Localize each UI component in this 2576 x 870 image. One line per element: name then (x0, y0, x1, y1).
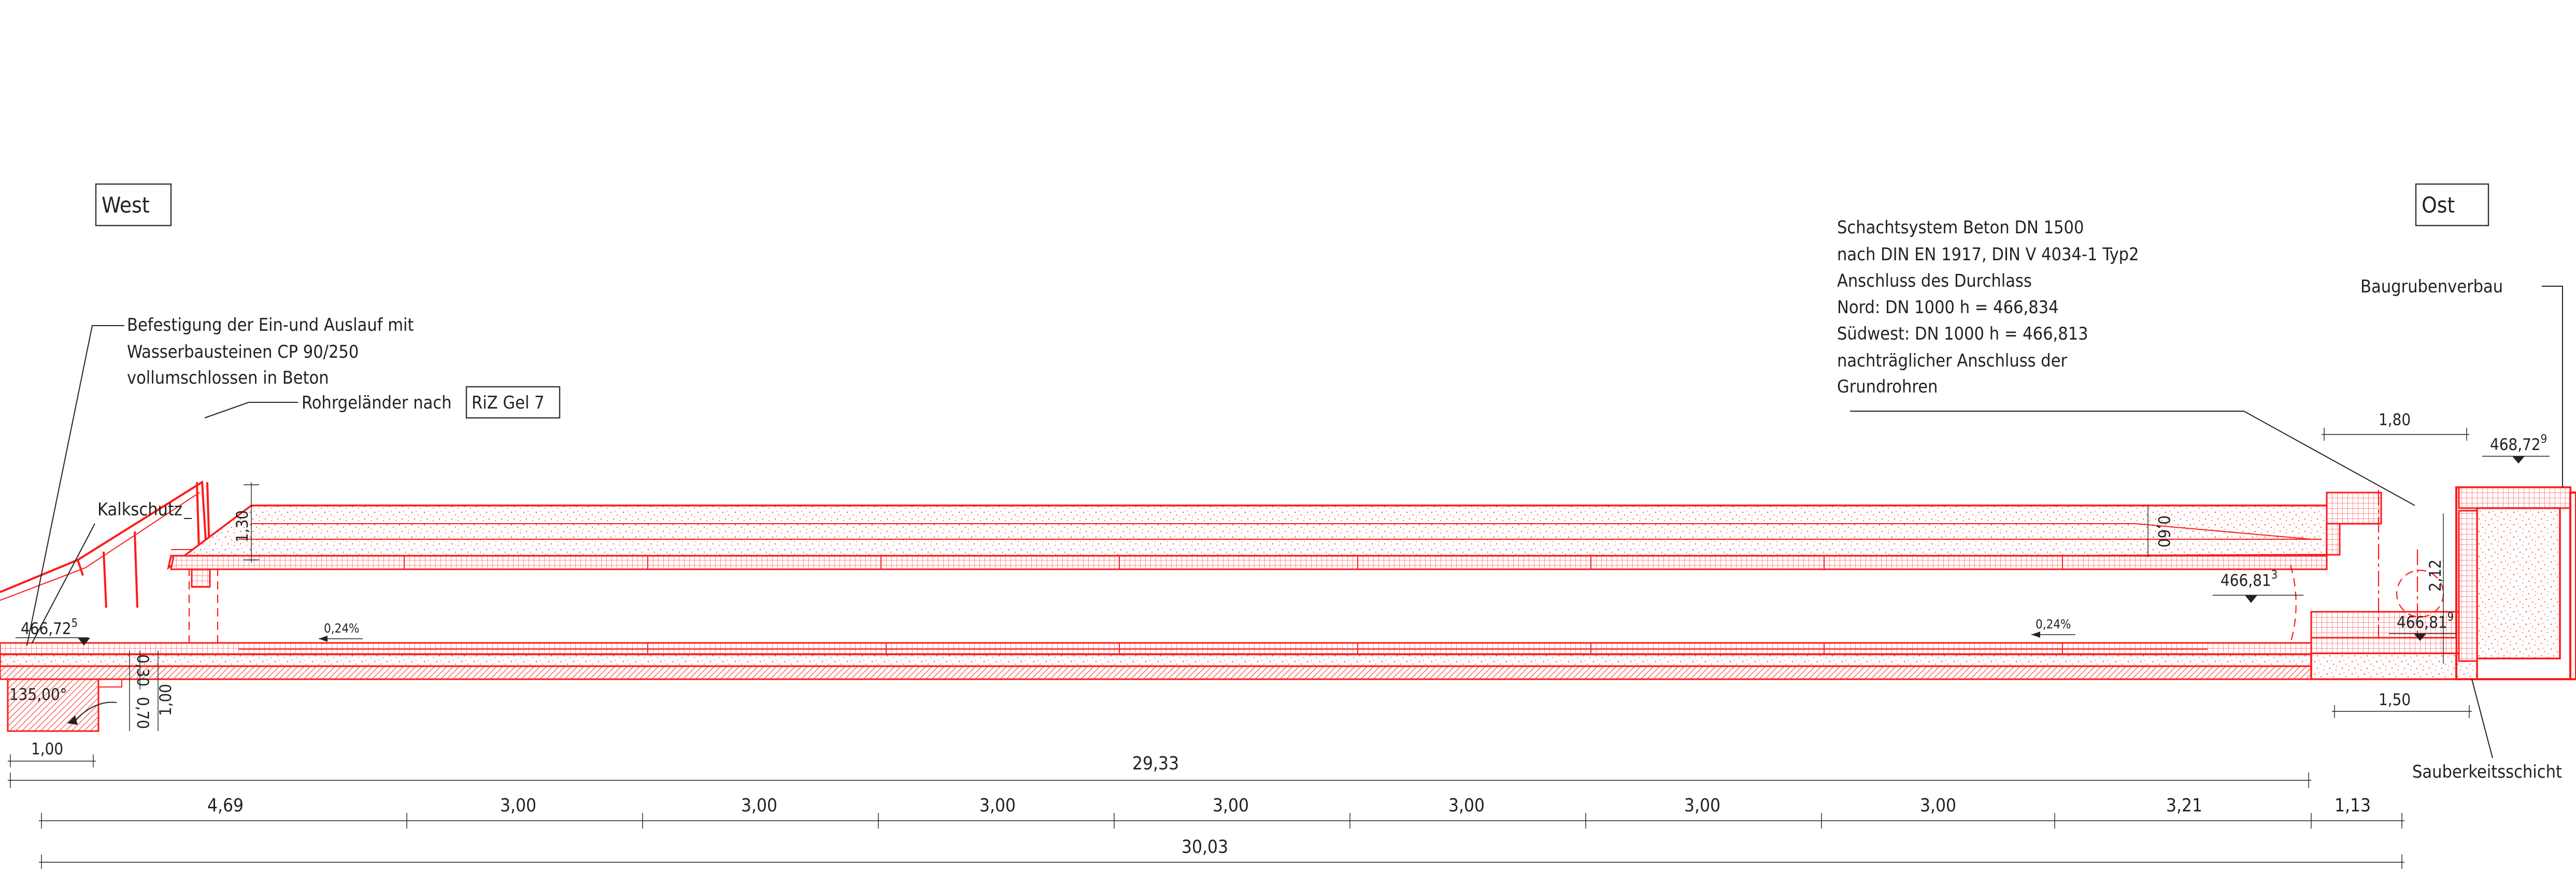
dim-212: 2,12 (2426, 559, 2445, 592)
dim-chain-1: 3,00 (500, 795, 536, 816)
west-label: West (102, 192, 150, 218)
rohrgelaender-label: Rohrgeländer nach (302, 392, 452, 413)
dim-2933: 29,33 (1132, 753, 1179, 774)
dim-chain-8: 3,21 (2166, 795, 2202, 816)
dim-150: 1,50 (2379, 691, 2411, 709)
dim-chain-3: 3,00 (979, 795, 1016, 816)
slope-right-value: 0,24% (2036, 617, 2071, 632)
structure (0, 480, 2576, 732)
sauberkeitsschicht-label: Sauberkeitsschicht (2412, 762, 2562, 782)
dim-030: 0,30 (133, 654, 152, 686)
schacht-line-1: Schachtsystem Beton DN 1500 (1837, 217, 2084, 238)
dim-chain-7: 3,00 (1920, 795, 1956, 816)
title-boxes: West Ost (95, 183, 2489, 227)
dim-chain-4: 3,00 (1213, 795, 1249, 816)
schacht-line-6: nachträglicher Anschluss der (1837, 350, 2068, 371)
baugrubenverbau-label: Baugrubenverbau (2360, 276, 2503, 297)
dim-060: 0,60 (2154, 515, 2173, 548)
dim-chain-9: 1,13 (2335, 795, 2371, 816)
top-slab-bottom (170, 555, 2328, 570)
dim-100h: 1,00 (31, 740, 63, 759)
dimensions: 1,30 0,60 0,30 0,70 1,00 2,12 1,80 1,50 … (8, 411, 2472, 869)
schacht-line-5: Südwest: DN 1000 h = 466,813 (1837, 324, 2088, 344)
dim-chain-2: 3,00 (741, 795, 777, 816)
befestigung-line-3: vollumschlossen in Beton (127, 368, 329, 388)
elev-shaft-top-value: 468,729 (2490, 433, 2547, 454)
ost-label: Ost (2422, 192, 2455, 218)
dim-chain-0: 4,69 (207, 795, 244, 816)
dim-100v: 1,00 (156, 684, 175, 716)
slope-left-value: 0,24% (324, 621, 360, 636)
dim-3003: 30,03 (1182, 837, 1228, 858)
rohrgelaender-ref: RiZ Gel 7 (472, 392, 545, 413)
dim-130: 1,30 (233, 510, 252, 542)
bottom-slab-base (0, 665, 2312, 680)
befestigung-line-1: Befestigung der Ein-und Auslauf mit (127, 315, 414, 335)
annotations: Befestigung der Ein-und Auslauf mit Wass… (26, 217, 2563, 782)
angle-value: 135,00° (9, 685, 67, 704)
befestigung-line-2: Wasserbausteinen CP 90/250 (127, 342, 359, 362)
kalkschutz-label: Kalkschutz (97, 499, 182, 520)
elev-west-value: 466,725 (21, 617, 78, 638)
dim-180: 1,80 (2379, 411, 2411, 429)
schacht-line-3: Anschluss des Durchlass (1837, 271, 2032, 291)
elev-shaft-floor-value: 466,819 (2397, 611, 2454, 632)
elev-shaft-in-value: 466,813 (2221, 569, 2278, 590)
dim-chain-6: 3,00 (1684, 795, 1720, 816)
schacht-line-2: nach DIN EN 1917, DIN V 4034-1 Typ2 (1837, 244, 2139, 265)
schacht-line-7: Grundrohren (1837, 376, 1938, 397)
dim-070: 0,70 (133, 697, 152, 729)
elevations: 466,725 466,813 466,819 468,729 135,00° … (9, 433, 2550, 725)
dim-chain-5: 3,00 (1448, 795, 1485, 816)
schacht-line-4: Nord: DN 1000 h = 466,834 (1837, 297, 2059, 318)
